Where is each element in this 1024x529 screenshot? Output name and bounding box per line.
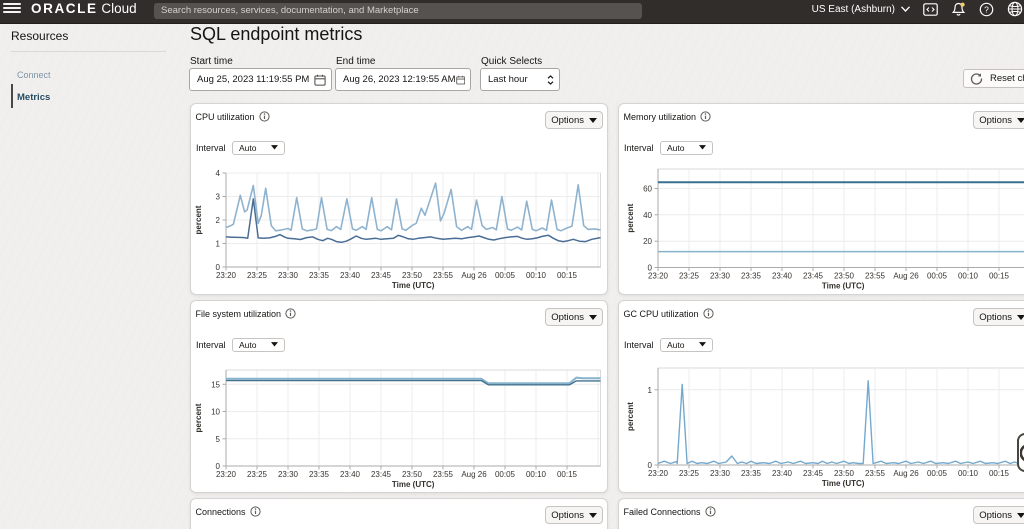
- svg-text:00:05: 00:05: [494, 271, 515, 280]
- svg-text:Aug 26: Aug 26: [461, 470, 487, 479]
- svg-text:Time (UTC): Time (UTC): [391, 480, 434, 489]
- svg-text:23:50: 23:50: [401, 470, 422, 479]
- svg-text:1: 1: [215, 240, 220, 249]
- svg-text:2: 2: [215, 216, 220, 225]
- svg-text:23:30: 23:30: [277, 470, 298, 479]
- svg-text:percent: percent: [626, 203, 635, 232]
- svg-text:?: ?: [984, 4, 989, 14]
- svg-text:20: 20: [643, 237, 652, 246]
- svg-text:Aug 26: Aug 26: [893, 469, 919, 478]
- svg-text:23:20: 23:20: [215, 470, 236, 479]
- svg-text:23:25: 23:25: [246, 271, 267, 280]
- svg-text:0: 0: [215, 263, 220, 272]
- svg-text:3: 3: [215, 193, 220, 202]
- svg-text:23:45: 23:45: [370, 470, 391, 479]
- svg-text:23:25: 23:25: [246, 470, 267, 479]
- svg-text:23:50: 23:50: [401, 271, 422, 280]
- svg-text:23:55: 23:55: [864, 469, 885, 478]
- svg-text:00:05: 00:05: [926, 272, 947, 281]
- svg-text:23:30: 23:30: [709, 469, 730, 478]
- svg-text:00:15: 00:15: [988, 272, 1009, 281]
- svg-text:23:20: 23:20: [215, 271, 236, 280]
- svg-text:Time (UTC): Time (UTC): [821, 479, 864, 488]
- svg-text:40: 40: [643, 211, 652, 220]
- svg-text:23:50: 23:50: [833, 469, 854, 478]
- svg-text:23:20: 23:20: [647, 272, 668, 281]
- svg-text:23:35: 23:35: [740, 272, 761, 281]
- svg-text:23:25: 23:25: [678, 469, 699, 478]
- svg-text:15: 15: [211, 380, 220, 389]
- svg-text:Time (UTC): Time (UTC): [821, 282, 864, 291]
- svg-text:Time (UTC): Time (UTC): [391, 281, 434, 290]
- svg-text:23:30: 23:30: [277, 271, 298, 280]
- svg-text:00:05: 00:05: [494, 470, 515, 479]
- svg-text:23:40: 23:40: [771, 272, 792, 281]
- svg-text:23:40: 23:40: [339, 470, 360, 479]
- svg-text:00:10: 00:10: [525, 470, 546, 479]
- svg-text:00:15: 00:15: [988, 469, 1009, 478]
- svg-text:23:55: 23:55: [432, 271, 453, 280]
- svg-text:23:20: 23:20: [647, 469, 668, 478]
- svg-text:23:40: 23:40: [771, 469, 792, 478]
- svg-text:00:10: 00:10: [957, 469, 978, 478]
- svg-text:10: 10: [211, 408, 220, 417]
- svg-text:4: 4: [215, 169, 220, 178]
- svg-text:00:10: 00:10: [525, 271, 546, 280]
- svg-text:Aug 26: Aug 26: [461, 271, 487, 280]
- svg-text:23:45: 23:45: [802, 469, 823, 478]
- svg-text:5: 5: [215, 435, 220, 444]
- svg-text:0: 0: [647, 461, 652, 470]
- svg-text:23:45: 23:45: [802, 272, 823, 281]
- svg-text:23:35: 23:35: [740, 469, 761, 478]
- svg-text:00:10: 00:10: [957, 272, 978, 281]
- svg-text:23:30: 23:30: [709, 272, 730, 281]
- svg-text:23:35: 23:35: [308, 470, 329, 479]
- svg-text:00:15: 00:15: [556, 271, 577, 280]
- svg-text:23:55: 23:55: [432, 470, 453, 479]
- svg-text:percent: percent: [626, 402, 635, 431]
- svg-text:0: 0: [215, 462, 220, 471]
- svg-text:23:35: 23:35: [308, 271, 329, 280]
- svg-text:percent: percent: [194, 205, 203, 234]
- svg-text:percent: percent: [194, 403, 203, 432]
- svg-text:00:05: 00:05: [926, 469, 947, 478]
- svg-text:0: 0: [647, 264, 652, 273]
- svg-text:23:25: 23:25: [678, 272, 699, 281]
- svg-text:60: 60: [643, 185, 652, 194]
- svg-text:Aug 26: Aug 26: [893, 272, 919, 281]
- svg-text:1: 1: [647, 386, 652, 395]
- svg-text:23:40: 23:40: [339, 271, 360, 280]
- svg-text:23:55: 23:55: [864, 272, 885, 281]
- svg-text:23:45: 23:45: [370, 271, 391, 280]
- svg-text:23:50: 23:50: [833, 272, 854, 281]
- svg-text:00:15: 00:15: [556, 470, 577, 479]
